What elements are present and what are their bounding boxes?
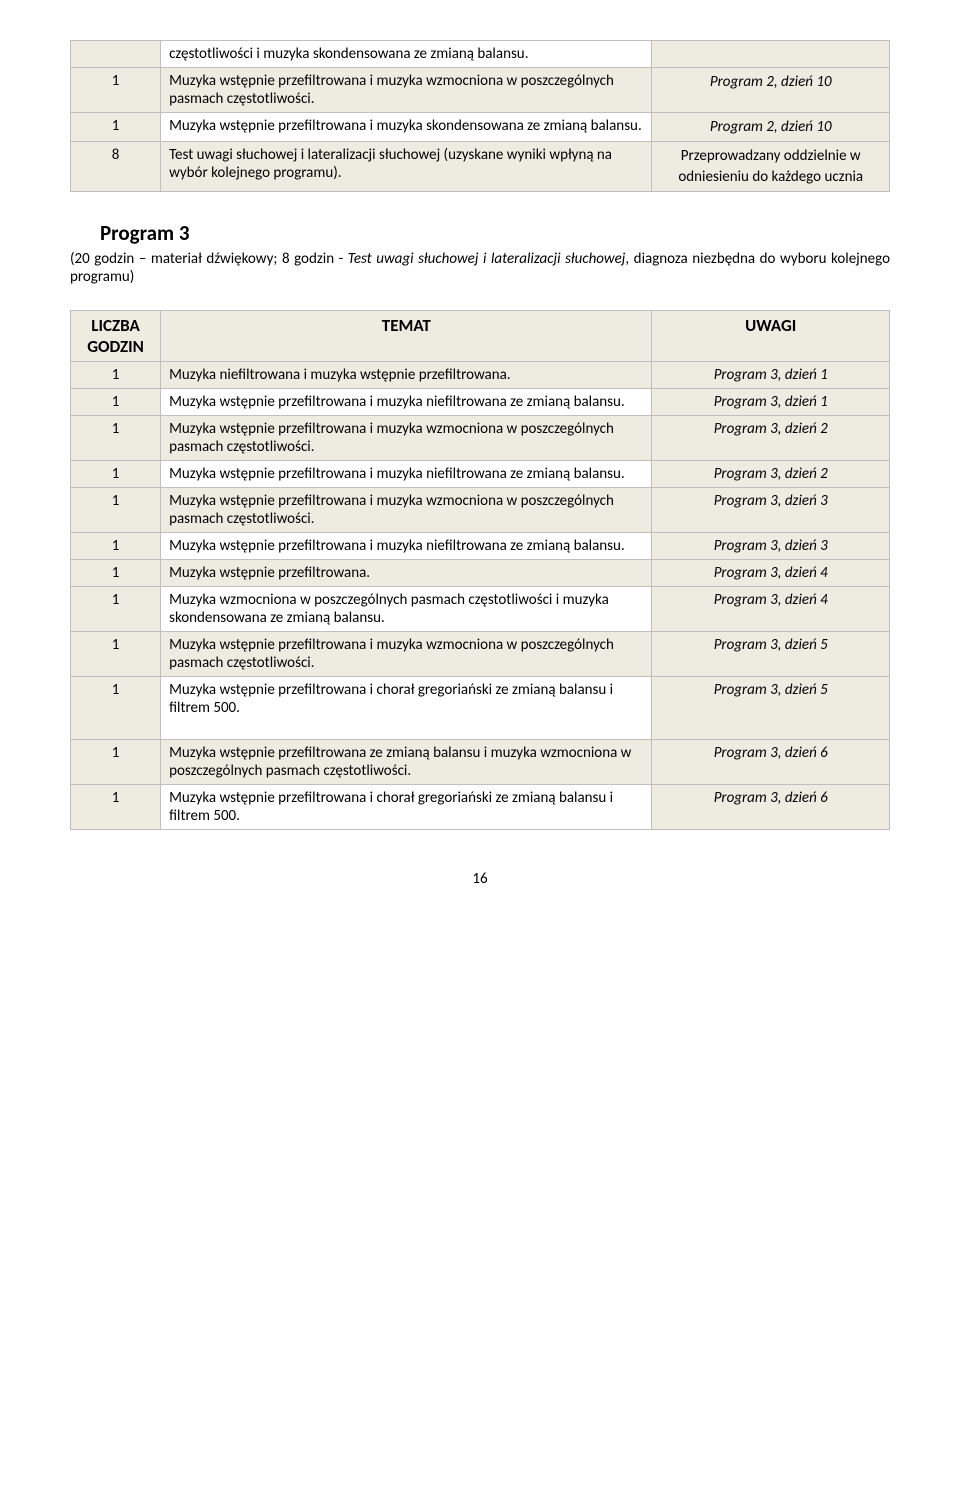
note-cell: Program 3, dzień 6 [652, 784, 890, 829]
column-header: UWAGI [652, 310, 890, 361]
hours-cell: 1 [71, 559, 161, 586]
note-cell: Program 3, dzień 3 [652, 532, 890, 559]
column-header: LICZBA GODZIN [71, 310, 161, 361]
hours-cell: 1 [71, 586, 161, 631]
topic-cell: Muzyka wstępnie przefiltrowana i muzyka … [161, 532, 652, 559]
hours-cell: 1 [71, 676, 161, 739]
table-row: 1Muzyka wstępnie przefiltrowana i muzyka… [71, 631, 890, 676]
note-cell: Program 3, dzień 6 [652, 739, 890, 784]
section-description: (20 godzin – materiał dźwiękowy; 8 godzi… [70, 250, 890, 286]
topic-cell: Muzyka wstępnie przefiltrowana i chorał … [161, 784, 652, 829]
hours-cell: 1 [71, 532, 161, 559]
topic-cell: Muzyka wzmocniona w poszczególnych pasma… [161, 586, 652, 631]
note-cell: Program 2, dzień 10 [652, 113, 890, 142]
note-cell: Program 3, dzień 4 [652, 559, 890, 586]
note-cell: Przeprowadzany oddzielnie w odniesieniu … [652, 142, 890, 192]
table-row: 1Muzyka wstępnie przefiltrowana i muzyka… [71, 388, 890, 415]
program2-table: częstotliwości i muzyka skondensowana ze… [70, 40, 890, 192]
table-row: 1Muzyka niefiltrowana i muzyka wstępnie … [71, 361, 890, 388]
table-row: 1Muzyka wstępnie przefiltrowana i chorał… [71, 784, 890, 829]
note-cell [652, 41, 890, 68]
table-row: 1Muzyka wstępnie przefiltrowana i chorał… [71, 676, 890, 739]
topic-cell: Muzyka wstępnie przefiltrowana i muzyka … [161, 631, 652, 676]
hours-cell: 1 [71, 68, 161, 113]
table-row: 1Muzyka wstępnie przefiltrowana i muzyka… [71, 68, 890, 113]
table-row: 1Muzyka wstępnie przefiltrowana i muzyka… [71, 460, 890, 487]
note-cell: Program 3, dzień 1 [652, 388, 890, 415]
column-header: TEMAT [161, 310, 652, 361]
topic-cell: Muzyka wstępnie przefiltrowana i muzyka … [161, 487, 652, 532]
topic-cell: Muzyka wstępnie przefiltrowana i muzyka … [161, 113, 652, 142]
hours-cell [71, 41, 161, 68]
table-row: 1Muzyka wzmocniona w poszczególnych pasm… [71, 586, 890, 631]
hours-cell: 1 [71, 113, 161, 142]
note-cell: Program 3, dzień 5 [652, 676, 890, 739]
topic-cell: Test uwagi słuchowej i lateralizacji słu… [161, 142, 652, 192]
hours-cell: 1 [71, 784, 161, 829]
topic-cell: Muzyka niefiltrowana i muzyka wstępnie p… [161, 361, 652, 388]
hours-cell: 1 [71, 460, 161, 487]
note-cell: Program 2, dzień 10 [652, 68, 890, 113]
topic-cell: Muzyka wstępnie przefiltrowana ze zmianą… [161, 739, 652, 784]
program3-table: LICZBA GODZINTEMATUWAGI1Muzyka niefiltro… [70, 310, 890, 830]
table-row: 1Muzyka wstępnie przefiltrowana i muzyka… [71, 487, 890, 532]
topic-cell: częstotliwości i muzyka skondensowana ze… [161, 41, 652, 68]
note-cell: Program 3, dzień 2 [652, 415, 890, 460]
table-row: 1Muzyka wstępnie przefiltrowana i muzyka… [71, 532, 890, 559]
hours-cell: 1 [71, 739, 161, 784]
desc-part-a: (20 godzin – materiał dźwiękowy; 8 godzi… [70, 250, 348, 268]
note-cell: Program 3, dzień 1 [652, 361, 890, 388]
hours-cell: 1 [71, 388, 161, 415]
hours-cell: 8 [71, 142, 161, 192]
topic-cell: Muzyka wstępnie przefiltrowana i muzyka … [161, 415, 652, 460]
topic-cell: Muzyka wstępnie przefiltrowana i chorał … [161, 676, 652, 739]
table-row: 1Muzyka wstępnie przefiltrowana.Program … [71, 559, 890, 586]
note-cell: Program 3, dzień 2 [652, 460, 890, 487]
hours-cell: 1 [71, 631, 161, 676]
table-row: 1Muzyka wstępnie przefiltrowana ze zmian… [71, 739, 890, 784]
section-title: Program 3 [100, 220, 890, 246]
topic-cell: Muzyka wstępnie przefiltrowana i muzyka … [161, 68, 652, 113]
topic-cell: Muzyka wstępnie przefiltrowana i muzyka … [161, 388, 652, 415]
table-row: 1Muzyka wstępnie przefiltrowana i muzyka… [71, 415, 890, 460]
topic-cell: Muzyka wstępnie przefiltrowana. [161, 559, 652, 586]
table-row: 1Muzyka wstępnie przefiltrowana i muzyka… [71, 113, 890, 142]
note-cell: Program 3, dzień 4 [652, 586, 890, 631]
topic-cell: Muzyka wstępnie przefiltrowana i muzyka … [161, 460, 652, 487]
hours-cell: 1 [71, 361, 161, 388]
table-row: częstotliwości i muzyka skondensowana ze… [71, 41, 890, 68]
page-number: 16 [70, 870, 890, 888]
desc-part-b: Test uwagi słuchowej i lateralizacji słu… [348, 250, 626, 268]
table-row: 8Test uwagi słuchowej i lateralizacji sł… [71, 142, 890, 192]
table-header-row: LICZBA GODZINTEMATUWAGI [71, 310, 890, 361]
note-cell: Program 3, dzień 5 [652, 631, 890, 676]
hours-cell: 1 [71, 415, 161, 460]
hours-cell: 1 [71, 487, 161, 532]
note-cell: Program 3, dzień 3 [652, 487, 890, 532]
